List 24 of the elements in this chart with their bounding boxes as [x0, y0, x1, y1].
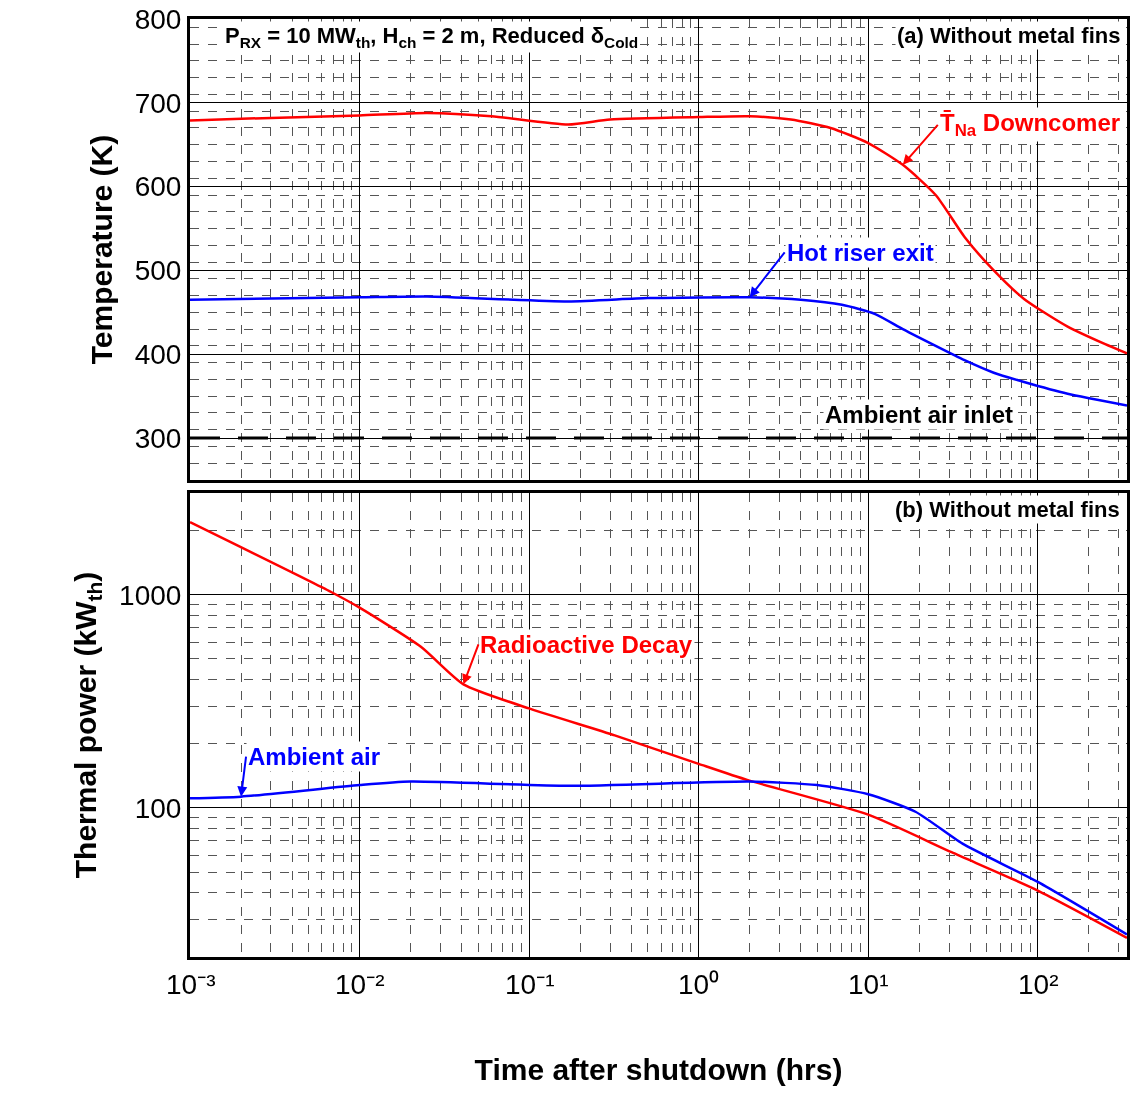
y-axis-title: Temperature (K) — [84, 134, 118, 365]
y-tick-label: 1000 — [119, 579, 182, 611]
ref-line-label: Ambient air inlet — [825, 401, 1014, 428]
y-tick-label: 800 — [134, 3, 182, 35]
y-tick-label: 600 — [134, 171, 182, 203]
y-tick-label: 300 — [134, 422, 182, 454]
y-tick-label: 700 — [134, 87, 182, 119]
x-axis-title: Time after shutdown (hrs) — [474, 1052, 843, 1086]
y-tick-label: 400 — [134, 339, 182, 371]
y-tick-label: 500 — [134, 255, 182, 287]
x-tick-label: 10⁻² — [335, 969, 385, 1000]
annotation: P$_{RX}$ = 10 MW$_{th}$, H$_{ch}$ = 2 m, Reduced δ$_{Cold}$ — [225, 23, 639, 51]
x-tick-label: 10⁰ — [678, 969, 720, 1000]
y-tick-label: 100 — [134, 792, 182, 824]
annotation: (a) Without metal fins — [897, 23, 1121, 48]
x-tick-label: 10⁻³ — [166, 969, 216, 1000]
x-tick-label: 10¹ — [848, 969, 889, 1000]
x-tick-label: 10² — [1018, 969, 1059, 1000]
x-tick-label: 10⁻¹ — [505, 969, 555, 1000]
annotation: (b) Without metal fins — [895, 497, 1120, 522]
series-label: Radioactive Decay — [480, 631, 693, 658]
series-label: T̄$_{Na}$ Downcomer — [940, 109, 1121, 141]
series-label: Ambient air — [248, 743, 381, 770]
series-label: Hot riser exit — [787, 239, 934, 266]
